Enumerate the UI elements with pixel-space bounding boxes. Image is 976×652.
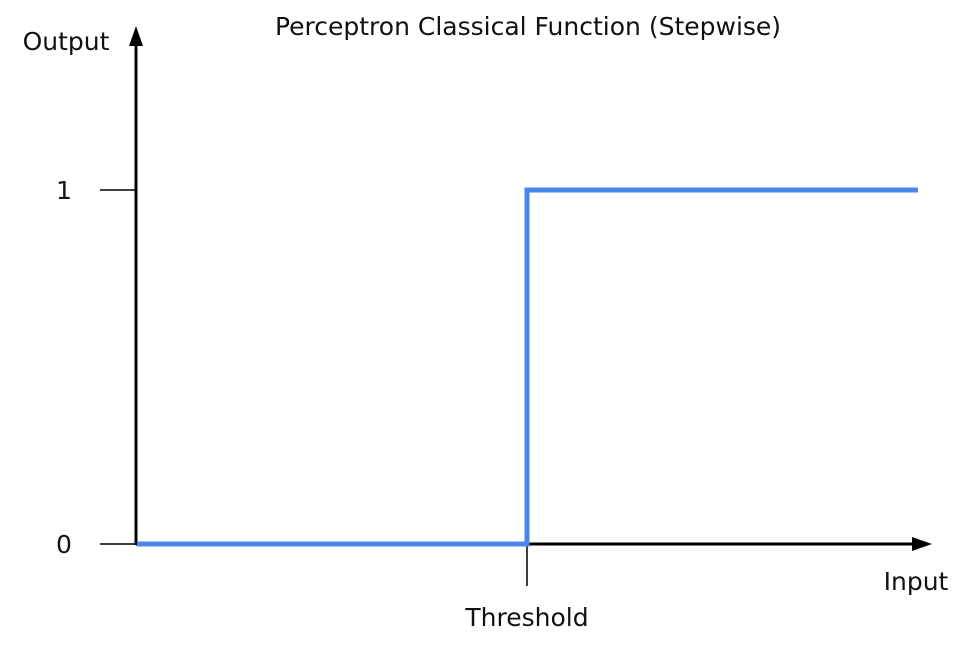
y-tick-label-0: 0 bbox=[56, 530, 72, 559]
chart-title: Perceptron Classical Function (Stepwise) bbox=[275, 12, 781, 41]
y-axis-arrow bbox=[129, 26, 143, 46]
threshold-label: Threshold bbox=[464, 603, 588, 632]
x-axis-arrow bbox=[912, 537, 932, 551]
y-tick-label-1: 1 bbox=[56, 176, 72, 205]
x-axis-label: Input bbox=[884, 567, 949, 596]
y-axis-label: Output bbox=[23, 27, 110, 56]
step-series-line bbox=[137, 187, 918, 547]
